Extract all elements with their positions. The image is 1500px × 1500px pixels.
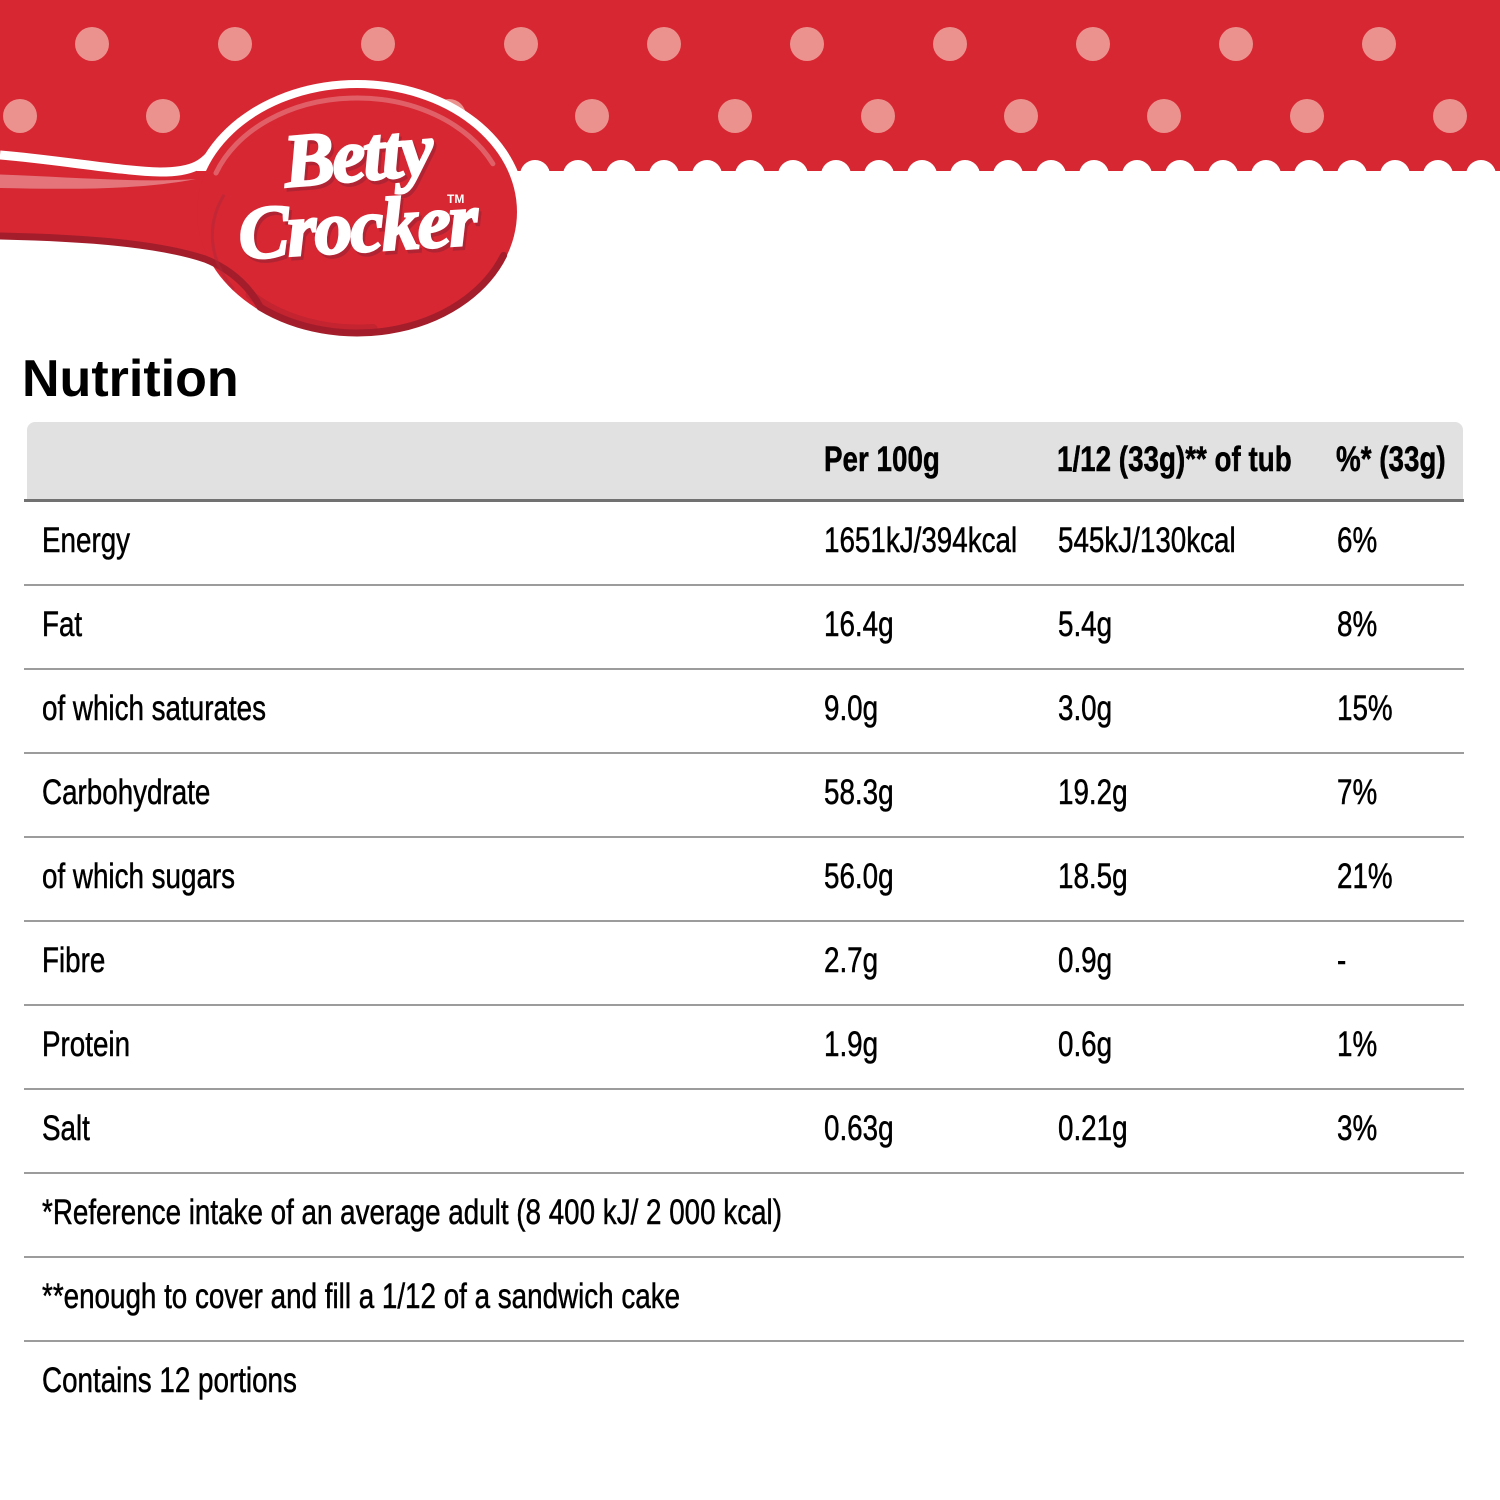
svg-text:TM: TM — [447, 192, 464, 206]
svg-text:Betty: Betty — [279, 107, 437, 204]
svg-text:Betty: Betty — [282, 111, 440, 208]
svg-text:Crocker: Crocker — [238, 181, 484, 280]
svg-text:Crocker: Crocker — [236, 177, 482, 276]
